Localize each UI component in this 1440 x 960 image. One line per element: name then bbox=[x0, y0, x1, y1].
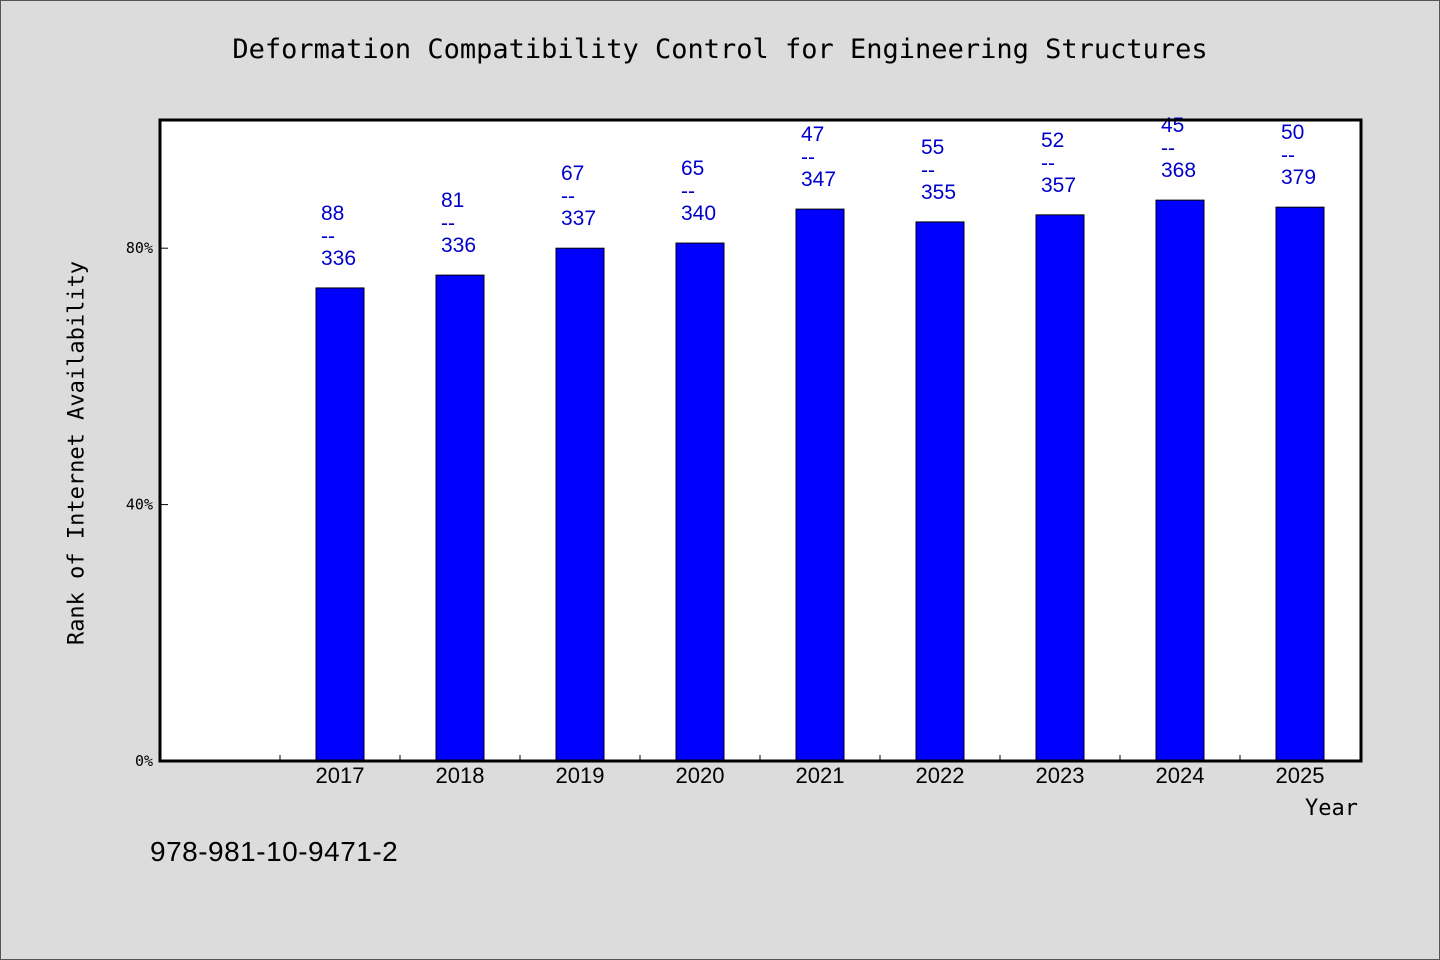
x-tick-label: 2023 bbox=[1036, 763, 1085, 788]
x-tick-label: 2018 bbox=[436, 763, 485, 788]
bar bbox=[795, 208, 845, 762]
isbn-footnote: 978-981-10-9471-2 bbox=[150, 836, 399, 867]
bar bbox=[1275, 206, 1325, 762]
data-label: 67 bbox=[561, 162, 584, 185]
bar bbox=[555, 247, 605, 762]
x-tick-label: 2021 bbox=[796, 763, 845, 788]
data-label: 81 bbox=[441, 189, 464, 212]
data-label: 88 bbox=[321, 202, 344, 225]
data-label: 336 bbox=[321, 247, 356, 270]
x-tick-label: 2025 bbox=[1276, 763, 1325, 788]
y-tick-label: 40% bbox=[126, 496, 153, 514]
data-label: 50 bbox=[1281, 121, 1304, 144]
data-label: -- bbox=[1281, 144, 1295, 167]
data-label: -- bbox=[1041, 152, 1055, 175]
x-axis-label: Year bbox=[1305, 796, 1358, 821]
data-label: -- bbox=[801, 146, 815, 169]
bar bbox=[1035, 214, 1085, 762]
data-label: -- bbox=[321, 225, 335, 248]
data-label: -- bbox=[681, 180, 695, 203]
data-label: 336 bbox=[441, 234, 476, 257]
data-label: 52 bbox=[1041, 129, 1064, 152]
y-tick-label: 80% bbox=[126, 239, 153, 257]
bar bbox=[675, 242, 725, 762]
x-tick-label: 2024 bbox=[1156, 763, 1205, 788]
bar bbox=[1155, 199, 1205, 762]
data-label: 47 bbox=[801, 123, 824, 146]
y-axis-label: Rank of Internet Availability bbox=[64, 260, 90, 646]
data-label: 340 bbox=[681, 202, 716, 225]
x-tick-label: 2022 bbox=[916, 763, 965, 788]
x-tick-label: 2017 bbox=[316, 763, 365, 788]
data-label: 357 bbox=[1041, 174, 1076, 197]
bar bbox=[315, 287, 365, 762]
data-label: 347 bbox=[801, 168, 836, 191]
data-label: 337 bbox=[561, 207, 596, 230]
y-tick-label: 0% bbox=[135, 752, 153, 770]
data-label: 45 bbox=[1161, 114, 1184, 137]
data-label: 368 bbox=[1161, 159, 1196, 182]
bar bbox=[915, 221, 965, 762]
data-label: -- bbox=[441, 212, 455, 235]
chart-title: Deformation Compatibility Control for En… bbox=[232, 34, 1208, 65]
data-label: -- bbox=[1161, 137, 1175, 160]
x-tick-label: 2019 bbox=[556, 763, 605, 788]
data-label: -- bbox=[921, 159, 935, 182]
x-tick-label: 2020 bbox=[676, 763, 725, 788]
data-label: 355 bbox=[921, 181, 956, 204]
data-label: 65 bbox=[681, 157, 704, 180]
data-label: 55 bbox=[921, 136, 944, 159]
data-label: 379 bbox=[1281, 166, 1316, 189]
bar bbox=[435, 274, 485, 762]
data-label: -- bbox=[561, 185, 575, 208]
